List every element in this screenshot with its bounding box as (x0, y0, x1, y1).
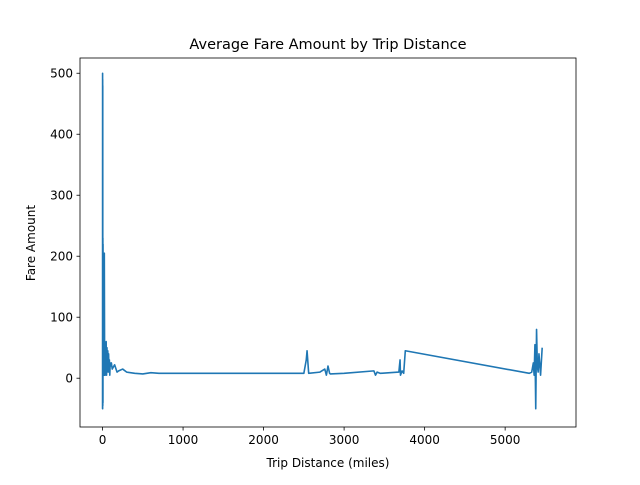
y-tick-label: 200 (50, 250, 73, 264)
y-axis-label: Fare Amount (24, 205, 38, 281)
y-tick-label: 0 (65, 372, 73, 386)
y-tick-label: 500 (50, 67, 73, 81)
chart-title: Average Fare Amount by Trip Distance (189, 37, 466, 53)
x-tick-label: 5000 (490, 433, 521, 447)
x-tick-label: 0 (99, 433, 107, 447)
x-tick-label: 2000 (248, 433, 279, 447)
x-tick-label: 4000 (409, 433, 440, 447)
x-axis-label: Trip Distance (miles) (266, 456, 390, 470)
y-tick-label: 400 (50, 128, 73, 142)
series-line-0 (101, 72, 543, 410)
x-tick-label: 1000 (168, 433, 199, 447)
plot-area: 0 1000 2000 3000 4000 5000 0 100 200 300 400 500 (50, 57, 577, 447)
y-tick-label: 300 (50, 189, 73, 203)
axes-frame (79, 57, 577, 428)
y-tick-label: 100 (50, 311, 73, 325)
x-tick-label: 3000 (329, 433, 360, 447)
